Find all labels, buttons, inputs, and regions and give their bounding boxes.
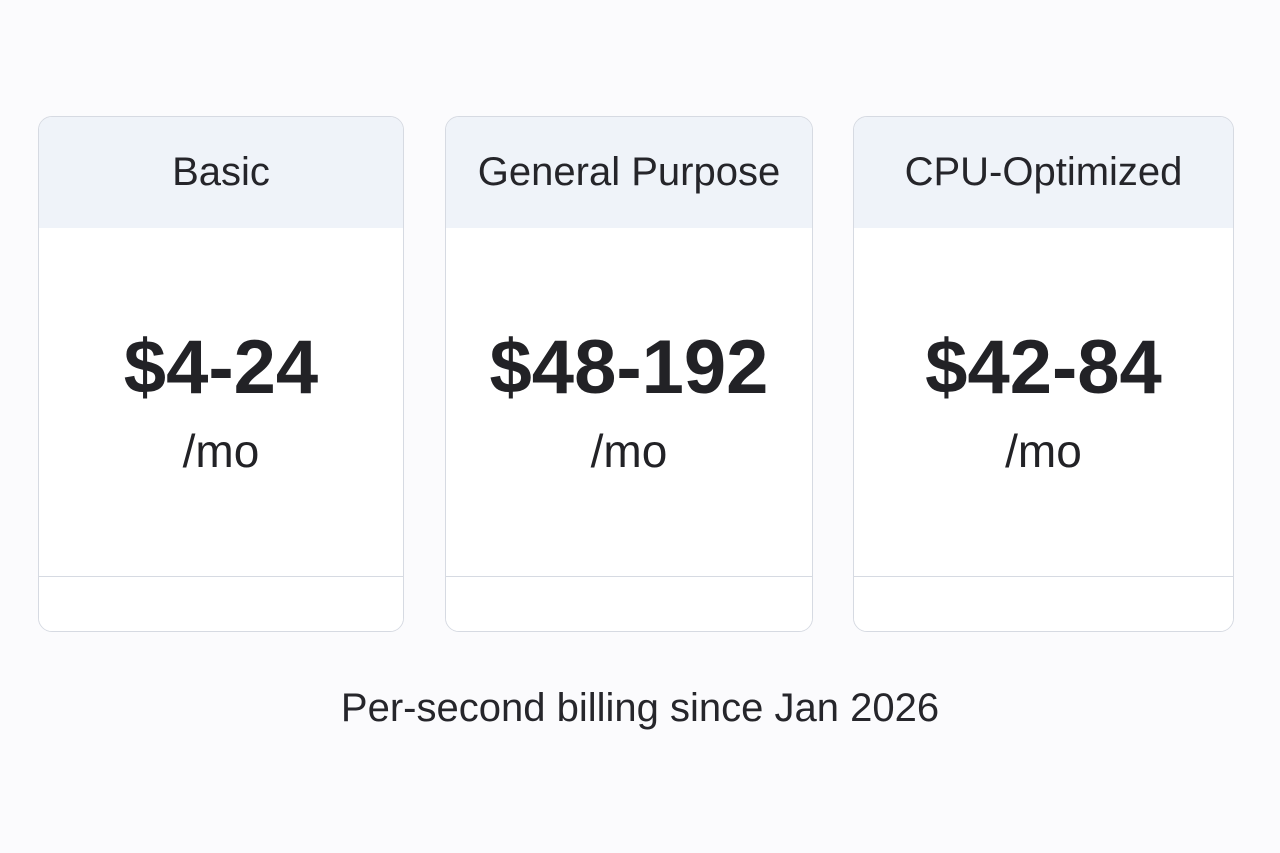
billing-note: Per-second billing since Jan 2026 <box>340 686 940 730</box>
plan-card-body: $48-192 /mo <box>446 228 812 576</box>
plan-card-body: $4-24 /mo <box>39 228 403 576</box>
plan-card-body: $42-84 /mo <box>854 228 1233 576</box>
plan-period: /mo <box>590 425 668 477</box>
plan-name: General Purpose <box>477 150 781 194</box>
plan-card-cpu-optimized: CPU-Optimized $42-84 /mo <box>853 116 1234 632</box>
plan-card-header: CPU-Optimized <box>854 117 1233 228</box>
plan-period: /mo <box>182 425 260 477</box>
plan-card-footer <box>854 576 1233 631</box>
plan-card-footer <box>39 576 403 631</box>
plan-card-general-purpose: General Purpose $48-192 /mo <box>445 116 813 632</box>
plan-card-header: General Purpose <box>446 117 812 228</box>
plan-name: Basic <box>172 150 270 194</box>
plan-period: /mo <box>1005 425 1082 477</box>
plan-price: $4-24 <box>123 325 319 410</box>
plan-price: $42-84 <box>925 325 1162 410</box>
plan-card-header: Basic <box>39 117 403 228</box>
plan-card-basic: Basic $4-24 /mo <box>38 116 404 632</box>
plan-price: $48-192 <box>489 325 769 410</box>
plan-card-footer <box>446 576 812 631</box>
plan-name: CPU-Optimized <box>904 150 1183 194</box>
